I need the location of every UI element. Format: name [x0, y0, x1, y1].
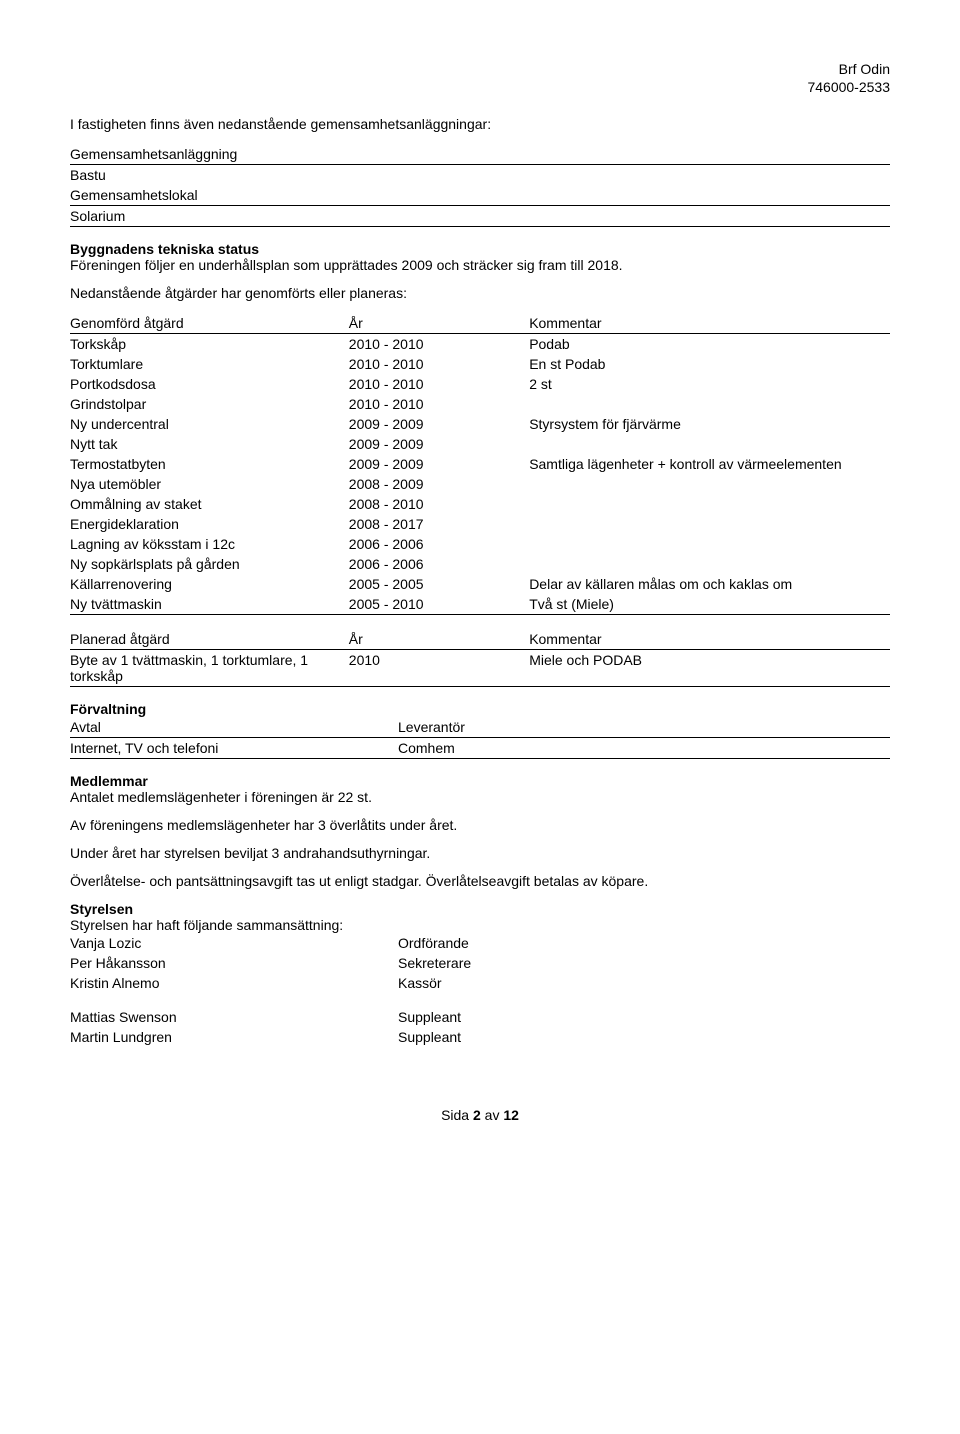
cell: Energideklaration — [70, 514, 349, 534]
cell: 2008 - 2009 — [349, 474, 529, 494]
page-footer: Sida 2 av 12 — [70, 1107, 890, 1123]
cell: Kristin Alnemo — [70, 973, 398, 993]
facilities-header: Gemensamhetsanläggning — [70, 144, 890, 165]
members-line: Överlåtelse- och pantsättningsavgift tas… — [70, 873, 890, 889]
cell: Samtliga lägenheter + kontroll av värmee… — [529, 454, 890, 474]
footer-of-label: av — [485, 1107, 500, 1123]
org-number: 746000-2533 — [70, 78, 890, 96]
members-line: Under året har styrelsen beviljat 3 andr… — [70, 845, 890, 861]
footer-total: 12 — [503, 1107, 519, 1123]
footer-page: 2 — [473, 1107, 481, 1123]
col-header: Kommentar — [529, 629, 890, 650]
facility-row: Bastu — [70, 165, 890, 186]
cell: Två st (Miele) — [529, 594, 890, 615]
cell — [529, 394, 890, 414]
cell: 2006 - 2006 — [349, 554, 529, 574]
completed-actions-table: Genomförd åtgärd År Kommentar Torkskåp20… — [70, 313, 890, 615]
cell: Sekreterare — [398, 953, 890, 973]
cell: Suppleant — [398, 1007, 890, 1027]
cell: Byte av 1 tvättmaskin, 1 torktumlare, 1 … — [70, 650, 349, 687]
board-substitutes-table: Mattias SwensonSuppleant Martin Lundgren… — [70, 1007, 890, 1047]
cell: Podab — [529, 334, 890, 355]
cell: 2010 - 2010 — [349, 394, 529, 414]
cell: Kassör — [398, 973, 890, 993]
cell — [529, 554, 890, 574]
col-header: År — [349, 313, 529, 334]
members-line: Av föreningens medlemslägenheter har 3 ö… — [70, 817, 890, 833]
tech-status-title: Byggnadens tekniska status — [70, 241, 890, 257]
cell: Comhem — [398, 738, 890, 759]
members-title: Medlemmar — [70, 773, 890, 789]
facility-row: Solarium — [70, 206, 890, 227]
cell: Torkskåp — [70, 334, 349, 355]
org-name: Brf Odin — [70, 60, 890, 78]
tech-status-text: Föreningen följer en underhållsplan som … — [70, 257, 890, 273]
cell: Ny tvättmaskin — [70, 594, 349, 615]
cell: En st Podab — [529, 354, 890, 374]
forvaltning-table: Avtal Leverantör Internet, TV och telefo… — [70, 717, 890, 759]
cell — [529, 514, 890, 534]
cell: Per Håkansson — [70, 953, 398, 973]
col-header: Genomförd åtgärd — [70, 313, 349, 334]
cell: Ommålning av staket — [70, 494, 349, 514]
cell — [529, 474, 890, 494]
forvaltning-title: Förvaltning — [70, 701, 890, 717]
cell: Suppleant — [398, 1027, 890, 1047]
cell: Termostatbyten — [70, 454, 349, 474]
cell: 2006 - 2006 — [349, 534, 529, 554]
footer-page-label: Sida — [441, 1107, 469, 1123]
cell — [529, 534, 890, 554]
page-header: Brf Odin 746000-2533 — [70, 60, 890, 96]
board-intro: Styrelsen har haft följande sammansättni… — [70, 917, 890, 933]
cell: Mattias Swenson — [70, 1007, 398, 1027]
tech-status-text2: Nedanstående åtgärder har genomförts ell… — [70, 285, 890, 301]
col-header: Planerad åtgärd — [70, 629, 349, 650]
cell: Grindstolpar — [70, 394, 349, 414]
cell: Källarrenovering — [70, 574, 349, 594]
intro-text: I fastigheten finns även nedanstående ge… — [70, 116, 890, 132]
cell: 2010 - 2010 — [349, 334, 529, 355]
cell: Ordförande — [398, 933, 890, 953]
board-title: Styrelsen — [70, 901, 890, 917]
cell: Miele och PODAB — [529, 650, 890, 687]
col-header: Kommentar — [529, 313, 890, 334]
cell: Ny undercentral — [70, 414, 349, 434]
cell: Internet, TV och telefoni — [70, 738, 398, 759]
cell: Delar av källaren målas om och kaklas om — [529, 574, 890, 594]
members-line: Antalet medlemslägenheter i föreningen ä… — [70, 789, 890, 805]
cell: Nytt tak — [70, 434, 349, 454]
cell: Torktumlare — [70, 354, 349, 374]
cell: Styrsystem för fjärvärme — [529, 414, 890, 434]
cell — [529, 434, 890, 454]
col-header: Leverantör — [398, 717, 890, 738]
cell: Portkodsdosa — [70, 374, 349, 394]
cell: 2009 - 2009 — [349, 414, 529, 434]
cell: 2010 - 2010 — [349, 374, 529, 394]
cell: 2009 - 2009 — [349, 434, 529, 454]
cell: Nya utemöbler — [70, 474, 349, 494]
cell: 2008 - 2017 — [349, 514, 529, 534]
cell: Vanja Lozic — [70, 933, 398, 953]
cell: 2009 - 2009 — [349, 454, 529, 474]
facilities-table: Gemensamhetsanläggning Bastu Gemensamhet… — [70, 144, 890, 227]
cell: 2010 — [349, 650, 529, 687]
facility-row: Gemensamhetslokal — [70, 185, 890, 206]
cell: 2005 - 2005 — [349, 574, 529, 594]
cell: 2008 - 2010 — [349, 494, 529, 514]
col-header: År — [349, 629, 529, 650]
cell: Ny sopkärlsplats på gården — [70, 554, 349, 574]
cell: 2 st — [529, 374, 890, 394]
cell: 2005 - 2010 — [349, 594, 529, 615]
cell — [529, 494, 890, 514]
board-members-table: Vanja LozicOrdförande Per HåkanssonSekre… — [70, 933, 890, 993]
planned-actions-table: Planerad åtgärd År Kommentar Byte av 1 t… — [70, 629, 890, 687]
cell: Lagning av köksstam i 12c — [70, 534, 349, 554]
cell: 2010 - 2010 — [349, 354, 529, 374]
cell: Martin Lundgren — [70, 1027, 398, 1047]
col-header: Avtal — [70, 717, 398, 738]
